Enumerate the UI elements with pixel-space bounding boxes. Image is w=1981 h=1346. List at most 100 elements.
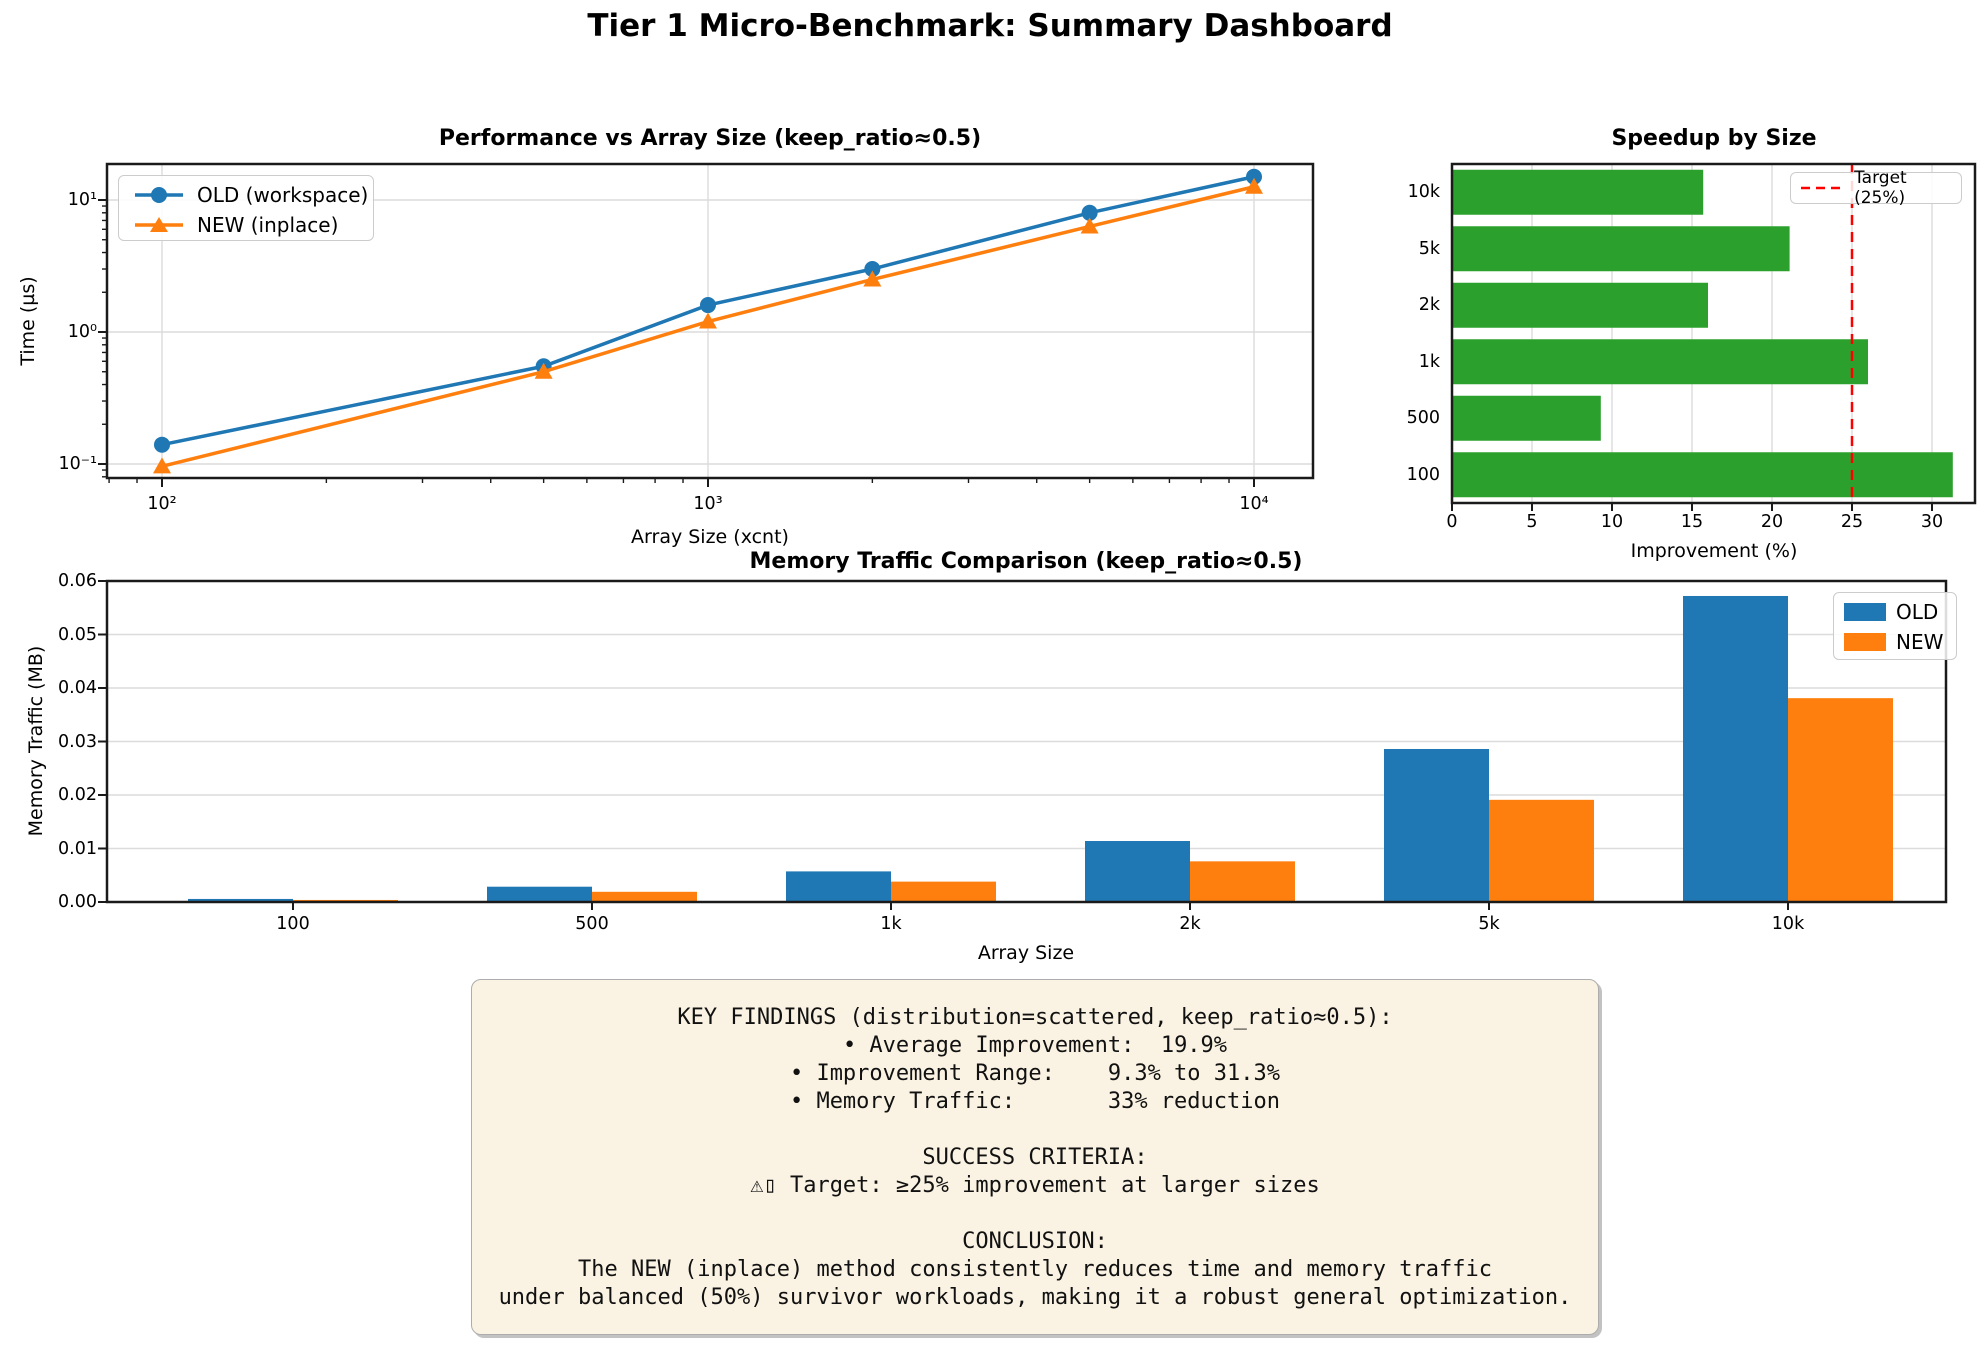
- speedup-legend: Target (25%): [1790, 168, 1962, 208]
- findings-line: SUCCESS CRITERIA:: [922, 1145, 1148, 1170]
- speedup-x-tick-label: 30: [1920, 512, 1944, 532]
- performance-y-tick-label: 10¹: [67, 190, 97, 210]
- memory-legend: OLD NEW: [1833, 592, 1957, 660]
- old-series-point: [1081, 204, 1098, 221]
- speedup-bar: [1452, 395, 1601, 441]
- speedup-x-axis-label: Improvement (%): [1630, 540, 1798, 562]
- key-findings-box: KEY FINDINGS (distribution=scattered, ke…: [471, 979, 1599, 1335]
- performance-x-tick-label: 10⁴: [1239, 494, 1269, 514]
- new-series-point: [863, 270, 882, 287]
- memory-y-tick-label: 0.03: [58, 731, 97, 752]
- memory-new-legend-patch: [1844, 633, 1886, 651]
- speedup-category-label: 500: [1406, 408, 1440, 429]
- findings-line: [472, 1116, 1598, 1144]
- memory-category-label: 100: [276, 914, 310, 934]
- speedup-plot-frame: [1450, 162, 1977, 505]
- performance-plot-frame: [105, 162, 1315, 480]
- new-series-line: [161, 185, 1255, 469]
- performance-y-axis-label: Time (µs): [17, 276, 39, 366]
- memory-category-label: 1k: [880, 914, 902, 934]
- findings-line: [472, 1200, 1598, 1228]
- memory-y-tick-label: 0.05: [58, 624, 97, 645]
- memory-bar-old: [487, 886, 592, 902]
- speedup-category-label: 10k: [1407, 182, 1440, 203]
- performance-chart-title: Performance vs Array Size (keep_ratio≈0.…: [438, 126, 982, 151]
- speedup-bar: [1452, 226, 1790, 272]
- old-series-point: [864, 261, 881, 278]
- new-series-point: [153, 457, 171, 474]
- speedup-bar: [1452, 169, 1704, 215]
- memory-bar-new: [592, 891, 697, 902]
- findings-line: KEY FINDINGS (distribution=scattered, ke…: [677, 1005, 1393, 1030]
- findings-line: • Improvement Range: 9.3% to 31.3%: [789, 1061, 1281, 1086]
- target-line-legend-label: Target (25%): [1854, 168, 1907, 208]
- performance-x-tick-label: 10³: [693, 494, 723, 514]
- memory-bar-new: [1190, 861, 1295, 902]
- target-line-legend-marker: [1801, 186, 1847, 190]
- memory-old-legend-patch: [1844, 603, 1886, 621]
- findings-line: • Memory Traffic: 33% reduction: [789, 1089, 1281, 1114]
- speedup-x-tick-label: 10: [1600, 512, 1624, 532]
- memory-bar-old: [188, 898, 293, 902]
- old-series-point: [1246, 168, 1262, 185]
- memory-x-axis-label: Array Size: [977, 942, 1075, 964]
- memory-y-tick-label: 0.02: [58, 785, 97, 805]
- performance-legend: OLD (workspace) NEW (inplace): [118, 175, 374, 241]
- findings-line: • Average Improvement: 19.9%: [842, 1033, 1228, 1058]
- memory-category-label: 500: [575, 914, 609, 934]
- memory-bar-old: [1683, 595, 1788, 902]
- speedup-category-label: 5k: [1418, 238, 1440, 259]
- new-series-legend-marker: [135, 217, 183, 232]
- old-series-point: [700, 297, 716, 314]
- memory-bar-old: [786, 871, 891, 902]
- memory-category-label: 2k: [1179, 914, 1201, 934]
- old-series-legend-label: OLD (workspace): [197, 183, 369, 207]
- speedup-chart-title: Speedup by Size: [1611, 126, 1817, 151]
- memory-new-legend-label: NEW: [1896, 630, 1944, 654]
- speedup-category-label: 1k: [1418, 351, 1440, 372]
- findings-line: CONCLUSION:: [962, 1229, 1108, 1254]
- new-series-point: [534, 362, 553, 379]
- memory-bar-old: [1384, 748, 1489, 902]
- speedup-category-label: 2k: [1418, 295, 1440, 316]
- speedup-category-label: 100: [1406, 464, 1440, 485]
- old-series-legend-marker: [135, 187, 183, 203]
- memory-bar-new: [1788, 698, 1893, 902]
- speedup-x-tick-label: 5: [1526, 512, 1538, 532]
- speedup-x-tick-label: 15: [1680, 512, 1704, 532]
- memory-y-axis-label: Memory Traffic (MB): [25, 645, 47, 837]
- page-title: Tier 1 Micro-Benchmark: Summary Dashboar…: [587, 8, 1393, 44]
- findings-line: The NEW (inplace) method consistently re…: [578, 1257, 1492, 1282]
- speedup-bar: [1452, 282, 1708, 328]
- speedup-x-tick-label: 20: [1760, 512, 1784, 532]
- new-series-point: [1080, 217, 1099, 234]
- old-series-line: [161, 175, 1255, 447]
- memory-old-legend-label: OLD: [1896, 600, 1939, 624]
- new-series-point: [1245, 177, 1263, 194]
- memory-y-tick-label: 0.04: [58, 678, 97, 698]
- findings-line: ⚠▯ Target: ≥25% improvement at larger si…: [750, 1173, 1320, 1198]
- memory-bar-new: [891, 881, 996, 902]
- performance-x-tick-label: 10²: [147, 494, 177, 514]
- memory-category-label: 10k: [1771, 914, 1805, 934]
- memory-y-tick-label: 0.06: [58, 571, 97, 591]
- new-series-legend-label: NEW (inplace): [197, 213, 339, 237]
- memory-y-tick-label: 0.00: [58, 892, 97, 912]
- performance-x-axis-label: Array Size (xcnt): [631, 526, 789, 548]
- old-series-point: [154, 436, 170, 453]
- speedup-x-tick-label: 25: [1840, 512, 1864, 532]
- memory-chart-title: Memory Traffic Comparison (keep_ratio≈0.…: [749, 549, 1303, 574]
- memory-bar-new: [1489, 799, 1594, 902]
- memory-bar-old: [1085, 841, 1190, 902]
- performance-y-tick-label: 10⁰: [67, 322, 97, 342]
- performance-y-tick-label: 10⁻¹: [58, 454, 97, 474]
- speedup-bar: [1452, 452, 1953, 498]
- memory-plot-frame: [105, 579, 1948, 904]
- speedup-x-tick-label: 0: [1446, 512, 1458, 532]
- findings-line: under balanced (50%) survivor workloads,…: [498, 1285, 1572, 1310]
- speedup-bar: [1452, 339, 1868, 385]
- memory-category-label: 5k: [1478, 914, 1500, 934]
- new-series-point: [699, 312, 717, 329]
